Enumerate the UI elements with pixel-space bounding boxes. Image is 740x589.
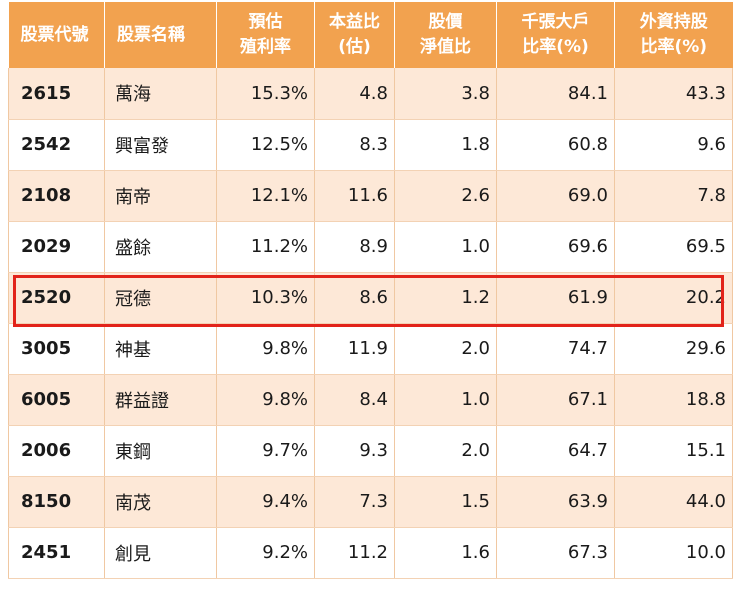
cell-est-yield: 12.5% — [216, 119, 315, 171]
cell-pe-ratio: 9.3 — [314, 425, 395, 477]
cell-est-yield: 9.8% — [216, 323, 315, 375]
cell-stock-code: 2108 — [8, 170, 105, 222]
cell-foreign-holding-ratio: 18.8 — [614, 374, 733, 426]
header-pe-ratio: 本益比 (估) — [314, 2, 395, 68]
cell-foreign-holding-ratio: 44.0 — [614, 476, 733, 528]
cell-stock-code: 2520 — [8, 272, 105, 324]
header-major-holder-ratio: 千張大戶 比率(%) — [496, 2, 615, 68]
cell-foreign-holding-ratio: 20.2 — [614, 272, 733, 324]
cell-pb-ratio: 2.0 — [394, 323, 497, 375]
cell-foreign-holding-ratio: 10.0 — [614, 527, 733, 579]
cell-pb-ratio: 1.2 — [394, 272, 497, 324]
cell-foreign-holding-ratio: 29.6 — [614, 323, 733, 375]
cell-foreign-holding-ratio: 69.5 — [614, 221, 733, 273]
cell-stock-code: 2615 — [8, 68, 105, 120]
cell-est-yield: 9.8% — [216, 374, 315, 426]
cell-pe-ratio: 8.6 — [314, 272, 395, 324]
table-row: 8150 南茂 9.4% 7.3 1.5 63.9 44.0 — [8, 476, 733, 528]
cell-major-holder-ratio: 60.8 — [496, 119, 615, 171]
cell-stock-name: 冠德 — [104, 272, 217, 324]
cell-pb-ratio: 2.6 — [394, 170, 497, 222]
cell-pb-ratio: 3.8 — [394, 68, 497, 120]
cell-pe-ratio: 8.3 — [314, 119, 395, 171]
table-header: 股票代號 股票名稱 預估 殖利率 本益比 (估) 股價 淨值比 — [8, 2, 733, 68]
cell-major-holder-ratio: 67.1 — [496, 374, 615, 426]
cell-major-holder-ratio: 67.3 — [496, 527, 615, 579]
table-row: 2451 創見 9.2% 11.2 1.6 67.3 10.0 — [8, 527, 733, 579]
cell-major-holder-ratio: 63.9 — [496, 476, 615, 528]
cell-est-yield: 9.7% — [216, 425, 315, 477]
cell-foreign-holding-ratio: 9.6 — [614, 119, 733, 171]
table-row: 6005 群益證 9.8% 8.4 1.0 67.1 18.8 — [8, 374, 733, 426]
header-stock-name: 股票名稱 — [104, 2, 217, 68]
cell-pe-ratio: 4.8 — [314, 68, 395, 120]
cell-pb-ratio: 1.5 — [394, 476, 497, 528]
table-row: 2029 盛餘 11.2% 8.9 1.0 69.6 69.5 — [8, 221, 733, 273]
cell-stock-name: 群益證 — [104, 374, 217, 426]
stock-table: 股票代號 股票名稱 預估 殖利率 本益比 (估) 股價 淨值比 — [8, 2, 733, 579]
cell-major-holder-ratio: 61.9 — [496, 272, 615, 324]
cell-stock-code: 2451 — [8, 527, 105, 579]
cell-stock-code: 6005 — [8, 374, 105, 426]
cell-stock-name: 南帝 — [104, 170, 217, 222]
cell-pb-ratio: 1.0 — [394, 374, 497, 426]
table-row: 2615 萬海 15.3% 4.8 3.8 84.1 43.3 — [8, 68, 733, 120]
cell-est-yield: 11.2% — [216, 221, 315, 273]
cell-est-yield: 15.3% — [216, 68, 315, 120]
table-row: 2108 南帝 12.1% 11.6 2.6 69.0 7.8 — [8, 170, 733, 222]
cell-pe-ratio: 8.9 — [314, 221, 395, 273]
cell-pe-ratio: 11.2 — [314, 527, 395, 579]
cell-stock-code: 3005 — [8, 323, 105, 375]
cell-stock-code: 2006 — [8, 425, 105, 477]
cell-stock-code: 2029 — [8, 221, 105, 273]
table-row: 2542 興富發 12.5% 8.3 1.8 60.8 9.6 — [8, 119, 733, 171]
cell-major-holder-ratio: 69.0 — [496, 170, 615, 222]
cell-stock-name: 萬海 — [104, 68, 217, 120]
cell-stock-code: 2542 — [8, 119, 105, 171]
cell-pb-ratio: 2.0 — [394, 425, 497, 477]
cell-foreign-holding-ratio: 43.3 — [614, 68, 733, 120]
header-est-yield: 預估 殖利率 — [216, 2, 315, 68]
cell-stock-name: 神基 — [104, 323, 217, 375]
table-row: 2006 東鋼 9.7% 9.3 2.0 64.7 15.1 — [8, 425, 733, 477]
cell-stock-name: 南茂 — [104, 476, 217, 528]
cell-pb-ratio: 1.0 — [394, 221, 497, 273]
cell-est-yield: 9.2% — [216, 527, 315, 579]
cell-est-yield: 10.3% — [216, 272, 315, 324]
cell-pe-ratio: 11.9 — [314, 323, 395, 375]
cell-major-holder-ratio: 74.7 — [496, 323, 615, 375]
table-body: 2615 萬海 15.3% 4.8 3.8 84.1 43.3 2542 興富發… — [8, 68, 733, 579]
cell-pb-ratio: 1.8 — [394, 119, 497, 171]
cell-pe-ratio: 7.3 — [314, 476, 395, 528]
table-row: 3005 神基 9.8% 11.9 2.0 74.7 29.6 — [8, 323, 733, 375]
header-foreign-holding-ratio: 外資持股 比率(%) — [614, 2, 733, 68]
cell-major-holder-ratio: 69.6 — [496, 221, 615, 273]
cell-foreign-holding-ratio: 7.8 — [614, 170, 733, 222]
cell-major-holder-ratio: 64.7 — [496, 425, 615, 477]
cell-pe-ratio: 11.6 — [314, 170, 395, 222]
header-stock-code: 股票代號 — [8, 2, 105, 68]
cell-major-holder-ratio: 84.1 — [496, 68, 615, 120]
cell-pb-ratio: 1.6 — [394, 527, 497, 579]
cell-stock-name: 東鋼 — [104, 425, 217, 477]
cell-foreign-holding-ratio: 15.1 — [614, 425, 733, 477]
cell-est-yield: 12.1% — [216, 170, 315, 222]
table-row-highlighted: 2520 冠德 10.3% 8.6 1.2 61.9 20.2 — [8, 272, 733, 324]
cell-stock-name: 興富發 — [104, 119, 217, 171]
cell-est-yield: 9.4% — [216, 476, 315, 528]
cell-stock-name: 創見 — [104, 527, 217, 579]
header-row: 股票代號 股票名稱 預估 殖利率 本益比 (估) 股價 淨值比 — [8, 2, 733, 68]
header-pb-ratio: 股價 淨值比 — [394, 2, 497, 68]
cell-stock-code: 8150 — [8, 476, 105, 528]
cell-pe-ratio: 8.4 — [314, 374, 395, 426]
cell-stock-name: 盛餘 — [104, 221, 217, 273]
